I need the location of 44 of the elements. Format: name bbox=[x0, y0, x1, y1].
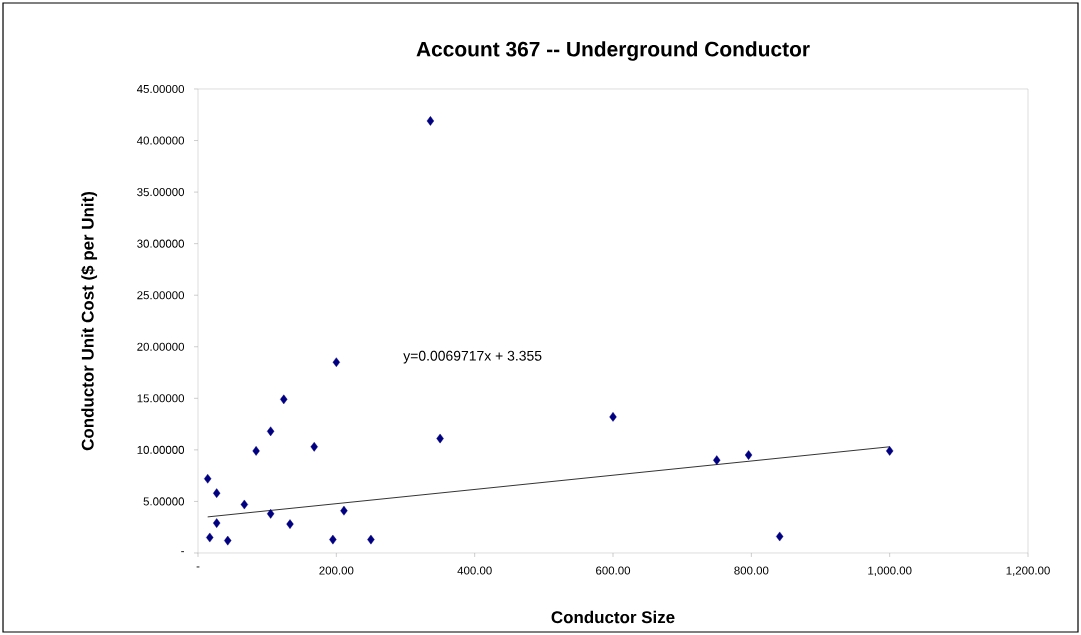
point bbox=[206, 532, 214, 543]
x-axis-title: Conductor Size bbox=[551, 610, 675, 624]
point bbox=[340, 505, 348, 516]
y-tick-label: 25.00000 bbox=[137, 291, 185, 300]
x-tick-label: - bbox=[196, 566, 200, 568]
y-tick-label: 40.00000 bbox=[136, 136, 185, 145]
point bbox=[286, 519, 294, 529]
y-tick-label: 30.00000 bbox=[137, 239, 185, 248]
point bbox=[266, 509, 275, 519]
point bbox=[776, 531, 784, 542]
annotation: y=0.0069717x + 3.355 bbox=[403, 350, 542, 364]
point bbox=[280, 394, 288, 405]
point bbox=[310, 441, 318, 452]
x-tick-label: 1,200.00 bbox=[1006, 566, 1050, 576]
y-tick-label: 15.00000 bbox=[137, 394, 185, 403]
point bbox=[744, 450, 753, 460]
point bbox=[252, 446, 260, 456]
y-tick-label: - bbox=[181, 551, 184, 553]
point bbox=[426, 116, 435, 126]
point bbox=[332, 357, 340, 368]
point bbox=[329, 534, 337, 545]
point bbox=[213, 518, 221, 528]
y-tick-label: 20.00000 bbox=[137, 342, 185, 351]
y-tick-label: 10.00000 bbox=[137, 445, 185, 454]
point bbox=[266, 426, 275, 437]
y-tick-label: 45.00000 bbox=[136, 84, 185, 94]
point bbox=[224, 535, 232, 546]
y-axis-title: Conductor Unit Cost ($ per Unit) bbox=[80, 192, 98, 451]
x-tick-label: 600.00 bbox=[596, 566, 631, 575]
point bbox=[609, 412, 617, 422]
point bbox=[436, 433, 444, 444]
x-tick-label: 800.00 bbox=[734, 566, 769, 575]
y-tick-label: 35.00000 bbox=[137, 188, 185, 197]
point bbox=[713, 455, 721, 465]
point bbox=[886, 446, 894, 456]
x-tick-label: 1,000.00 bbox=[868, 566, 912, 576]
point bbox=[204, 473, 212, 484]
chart-title: Account 367 -- Underground Conductor bbox=[416, 41, 810, 61]
point bbox=[367, 534, 375, 545]
point bbox=[213, 488, 221, 498]
x-tick-label: 200.00 bbox=[319, 566, 354, 575]
y-tick-label: 5.00000 bbox=[143, 497, 185, 506]
point bbox=[240, 499, 248, 510]
x-tick-label: 400.00 bbox=[457, 566, 492, 575]
